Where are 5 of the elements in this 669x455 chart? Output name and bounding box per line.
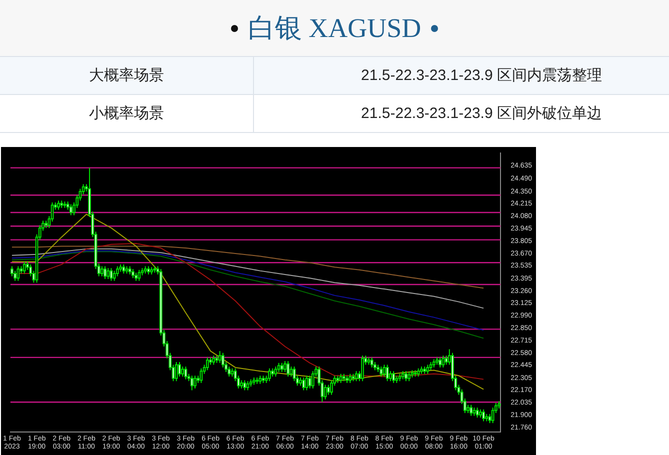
text: 大概率场景 (0, 57, 254, 94)
chart-title: 白银 XAGUSD (248, 12, 422, 45)
text: 小概率场景 (0, 94, 254, 132)
text: 21.5-22.3-23.1-23.9 区间内震荡整理 (254, 57, 669, 94)
text: 21.5-22.3-23.1-23.9 区间外破位单边 (254, 94, 669, 132)
